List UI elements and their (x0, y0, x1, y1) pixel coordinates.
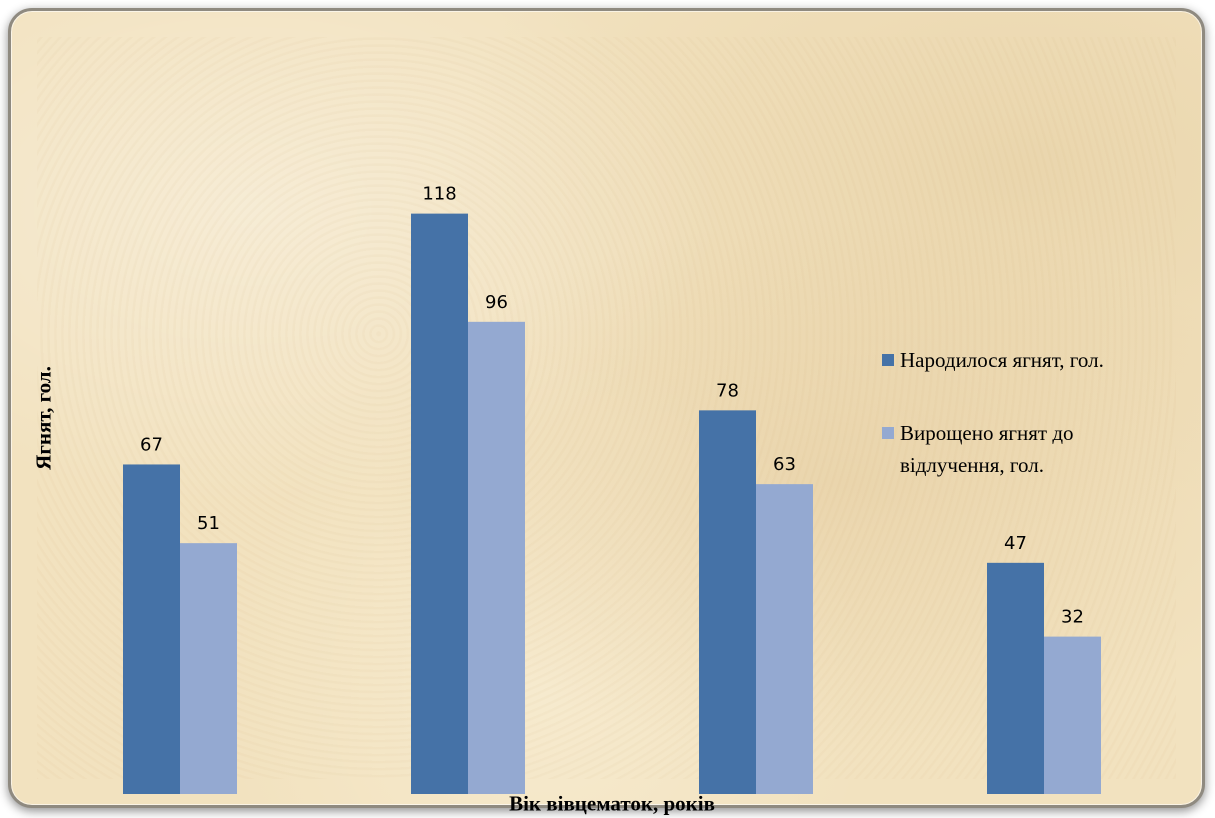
bar-series-2-group-1 (180, 543, 237, 794)
data-label-series-1-group-3: 78 (716, 380, 739, 401)
x-axis-title: Вік вівцематок, років (509, 791, 715, 816)
legend-label-born: Народилося ягнят, гол. (900, 348, 1104, 372)
legend-swatch-weaned (882, 427, 894, 439)
data-label-series-2-group-4: 32 (1061, 607, 1084, 628)
chart-frame (8, 8, 1205, 808)
bar-series-2-group-4 (1044, 636, 1101, 794)
y-axis-title: Ягнят, гол. (31, 366, 56, 470)
data-label-series-1-group-1: 67 (140, 434, 163, 455)
bar-series-2-group-2 (468, 321, 525, 794)
bar-series-1-group-4 (987, 562, 1044, 794)
bar-series-2-group-3 (756, 484, 813, 794)
legend-item-born: Народилося ягнят, гол. (882, 344, 1182, 376)
legend-label-weaned: Вирощено ягнят до відлучення, гол. (900, 421, 1074, 477)
bar-series-1-group-2 (411, 213, 468, 795)
legend-item-weaned: Вирощено ягнят до відлучення, гол. (882, 417, 1182, 481)
legend-swatch-born (882, 354, 894, 366)
bar-series-1-group-1 (123, 464, 180, 794)
data-label-series-1-group-2: 118 (422, 184, 456, 205)
data-label-series-2-group-3: 63 (773, 454, 796, 475)
data-label-series-1-group-4: 47 (1004, 533, 1027, 554)
legend: Народилося ягнят, гол. Вирощено ягнят до… (882, 344, 1182, 522)
bar-series-1-group-3 (699, 410, 756, 794)
data-label-series-2-group-1: 51 (197, 513, 220, 534)
data-label-series-2-group-2: 96 (485, 292, 508, 313)
